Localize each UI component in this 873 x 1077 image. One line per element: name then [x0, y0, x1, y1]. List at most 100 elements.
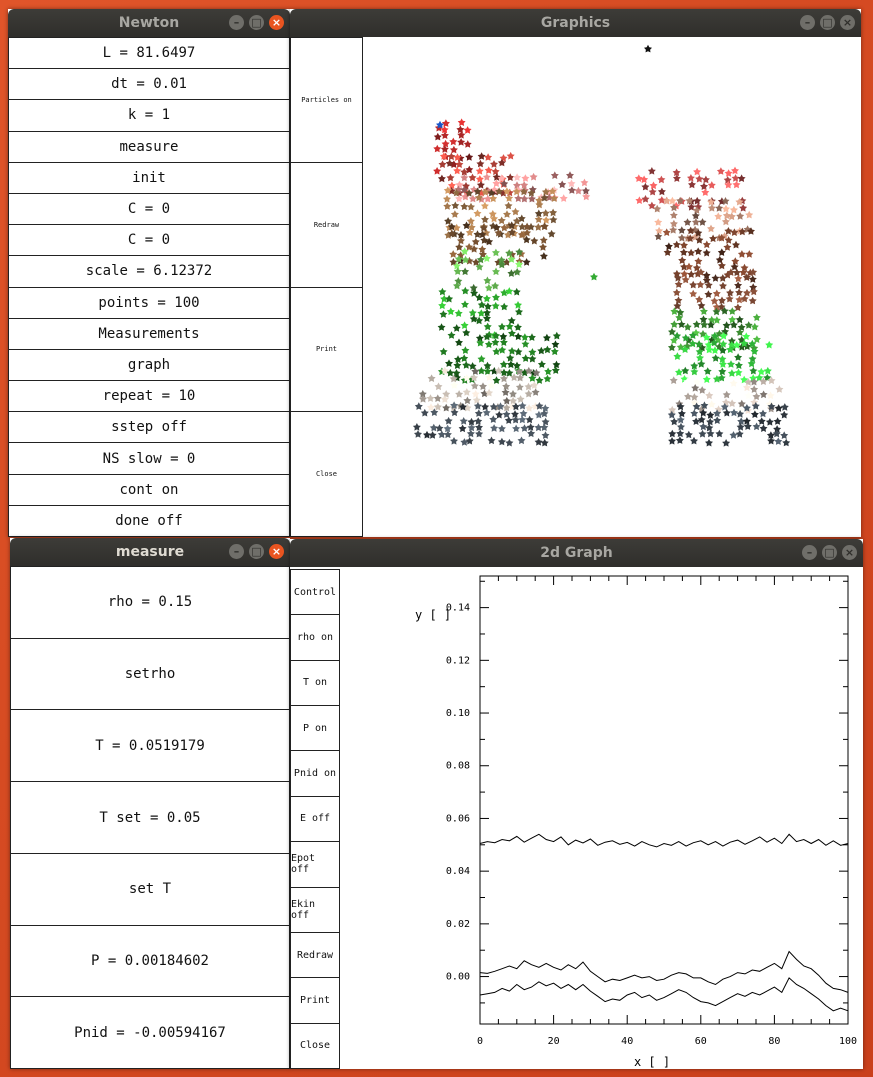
newton-menu-item-9[interactable]: Measurements: [8, 318, 290, 350]
newton-menu-item-12[interactable]: sstep off: [8, 412, 290, 444]
minimize-button[interactable]: –: [229, 544, 244, 559]
measure-menu-item-3[interactable]: T set = 0.05: [10, 782, 290, 854]
newton-menu-item-10[interactable]: graph: [8, 349, 290, 382]
graph2d-button-print[interactable]: Print: [290, 978, 340, 1024]
graph2d-button-p-on[interactable]: P on: [290, 706, 340, 752]
particle: [574, 186, 583, 195]
particle: [451, 201, 460, 210]
particle: [459, 417, 468, 425]
particle: [435, 424, 444, 432]
particle: [531, 388, 540, 396]
newton-menu-item-11[interactable]: repeat = 10: [8, 381, 290, 413]
newton-menu-item-3[interactable]: measure: [8, 131, 290, 163]
newton-menu-item-1[interactable]: dt = 0.01: [8, 69, 290, 101]
newton-menu: L = 81.6497 dt = 0.01 k = 1 measure init C = …: [8, 37, 290, 537]
close-button[interactable]: ×: [840, 15, 855, 30]
newton-menu-item-5[interactable]: C = 0: [8, 193, 290, 226]
particle: [542, 333, 551, 342]
close-button[interactable]: ×: [269, 544, 284, 559]
particle: [688, 331, 697, 339]
graphics-button-redraw[interactable]: Redraw: [290, 162, 363, 288]
particle: [590, 272, 598, 281]
particle: [527, 429, 536, 438]
graphics-titlebar[interactable]: Graphics – □ ×: [290, 9, 861, 37]
graph2d-button-ekin-off[interactable]: Ekin off: [290, 887, 340, 933]
particle: [723, 176, 732, 184]
minimize-button[interactable]: –: [800, 15, 815, 30]
minimize-button[interactable]: –: [802, 545, 817, 560]
newton-menu-item-2[interactable]: k = 1: [8, 100, 290, 132]
newton-menu-item-14[interactable]: cont on: [8, 474, 290, 506]
particle-canvas[interactable]: [363, 37, 861, 537]
measure-menu-item-4[interactable]: set T: [10, 853, 290, 926]
graphics-button-close[interactable]: Close: [290, 412, 363, 537]
particle: [453, 267, 462, 275]
graph2d-titlebar[interactable]: 2d Graph – □ ×: [290, 539, 863, 567]
newton-menu-item-13[interactable]: NS slow = 0: [8, 443, 290, 475]
close-button[interactable]: ×: [269, 15, 284, 30]
particle: [514, 323, 522, 331]
particle: [539, 243, 547, 251]
particle: [693, 269, 702, 278]
measure-titlebar[interactable]: measure – □ ×: [10, 538, 290, 566]
newton-titlebar[interactable]: Newton – □ ×: [8, 9, 290, 37]
particle: [483, 194, 492, 203]
particle: [705, 391, 714, 400]
graph2d-button-epot-off[interactable]: Epot off: [290, 842, 340, 888]
particle: [640, 175, 649, 184]
particle: [532, 368, 541, 377]
measure-menu-item-5[interactable]: P = 0.00184602: [10, 925, 290, 998]
graph2d-button-rho-on[interactable]: rho on: [290, 615, 340, 661]
measure-menu-item-6[interactable]: Pnid = -0.00594167: [10, 997, 290, 1070]
measure-menu-item-2[interactable]: T = 0.0519179: [10, 710, 290, 783]
measure-menu-item-0[interactable]: rho = 0.15: [10, 566, 290, 639]
maximize-button[interactable]: □: [249, 15, 264, 30]
graph2d-button-redraw[interactable]: Redraw: [290, 932, 340, 979]
close-button[interactable]: ×: [842, 545, 857, 560]
particle: [711, 354, 720, 362]
maximize-button[interactable]: □: [249, 544, 264, 559]
particle: [748, 354, 757, 363]
y-tick-label: 0.12: [446, 655, 470, 666]
particle: [672, 174, 681, 182]
particle: [765, 418, 774, 426]
particle: [744, 321, 753, 329]
newton-menu-item-6[interactable]: C = 0: [8, 225, 290, 257]
maximize-button[interactable]: □: [822, 545, 837, 560]
particle: [443, 186, 452, 194]
minimize-button[interactable]: –: [229, 15, 244, 30]
graphics-button-particles-on[interactable]: Particles on: [290, 37, 363, 163]
particle: [550, 194, 559, 202]
particle: [735, 430, 744, 438]
newton-menu-item-7[interactable]: scale = 6.12372: [8, 256, 290, 288]
graph2d-button-t-on[interactable]: T on: [290, 660, 340, 707]
newton-menu-item-8[interactable]: points = 100: [8, 287, 290, 319]
particle: [668, 196, 677, 205]
particle: [485, 237, 494, 246]
maximize-button[interactable]: □: [820, 15, 835, 30]
particle: [690, 361, 699, 370]
particle: [735, 295, 744, 304]
particle: [512, 287, 521, 296]
measure-menu-item-1[interactable]: setrho: [10, 638, 290, 711]
particle: [678, 256, 687, 264]
particle: [684, 430, 693, 439]
particle: [534, 423, 543, 432]
particle: [742, 404, 751, 412]
newton-menu-item-15[interactable]: done off: [8, 505, 290, 537]
particle: [668, 327, 676, 336]
graph2d-button-pnid-on[interactable]: Pnid on: [290, 751, 340, 797]
particle: [737, 250, 746, 258]
graph2d-button-e-off[interactable]: E off: [290, 796, 340, 843]
graph2d-button-control[interactable]: Control: [290, 569, 340, 616]
newton-menu-item-0[interactable]: L = 81.6497: [8, 37, 290, 70]
particle: [515, 307, 523, 316]
newton-menu-item-4[interactable]: init: [8, 162, 290, 194]
particle: [740, 263, 749, 272]
particle: [713, 416, 722, 424]
graph2d-button-close[interactable]: Close: [290, 1023, 340, 1069]
particle: [749, 268, 758, 276]
graphics-button-print[interactable]: Print: [290, 287, 363, 413]
particle: [737, 174, 746, 182]
particle: [729, 431, 738, 439]
